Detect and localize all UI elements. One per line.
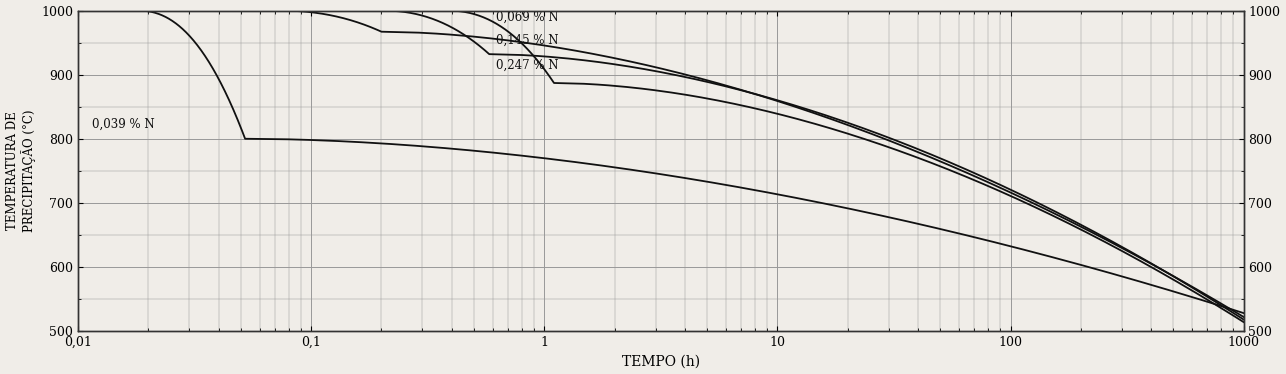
Text: 0,145 % N: 0,145 % N — [496, 33, 558, 46]
X-axis label: TEMPO (h): TEMPO (h) — [622, 355, 700, 368]
Text: 0,069 % N: 0,069 % N — [496, 10, 558, 23]
Y-axis label: TEMPERATURA DE
PRECIPITAÇÃO (°C): TEMPERATURA DE PRECIPITAÇÃO (°C) — [5, 110, 36, 232]
Text: 0,247 % N: 0,247 % N — [496, 58, 558, 71]
Text: 0,039 % N: 0,039 % N — [93, 117, 156, 131]
